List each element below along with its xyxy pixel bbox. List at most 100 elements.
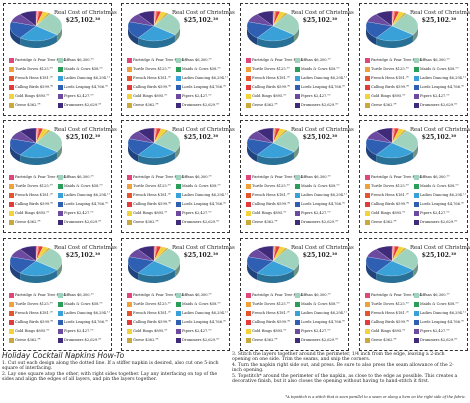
legend-swatch	[176, 301, 181, 307]
legend-swatch	[9, 337, 14, 343]
legend-label: Swans $6,300.⁰⁰	[64, 293, 94, 297]
legend-label: Calling Birds $599.⁹⁶	[371, 320, 410, 324]
legend-label: Calling Birds $599.⁹⁶	[252, 320, 291, 324]
legend-swatch	[176, 292, 181, 298]
legend-item: Turtle Doves $125.⁹⁹	[127, 66, 171, 73]
legend-swatch	[414, 183, 419, 189]
legend-label: Turtle Doves $125.⁹⁹	[252, 302, 290, 306]
legend-swatch	[365, 337, 370, 343]
legend-label: Swans $6,300.⁰⁰	[420, 175, 450, 179]
legend-item: Turtle Doves $125.⁹⁹	[127, 301, 171, 308]
legend-item: French Hens $181.⁵⁰	[127, 75, 171, 82]
legend-item: Calling Birds $599.⁹⁶	[365, 201, 409, 208]
legend-swatch	[295, 183, 300, 189]
pie-slice-swans	[35, 13, 63, 35]
legend-item: Drummers $2,629.⁸⁰	[176, 337, 219, 344]
pie-chart	[127, 127, 181, 165]
legend-item: Swans $6,300.⁰⁰	[58, 292, 94, 299]
legend-item: Swans $6,300.⁰⁰	[414, 174, 450, 181]
pie-side-lords-leaping	[10, 143, 21, 162]
legend-item: Geese $362.⁹⁴	[127, 337, 158, 344]
legend-swatch	[9, 292, 14, 298]
legend-item: Pipers $2,427.⁰⁰	[295, 210, 330, 217]
legend-item: Calling Birds $599.⁹⁶	[246, 319, 290, 326]
legend-swatch	[365, 57, 370, 63]
legend-swatch	[9, 201, 14, 207]
legend-label: Lords Leaping $4,766.⁰⁰	[301, 85, 346, 89]
legend-item: French Hens $181.⁵⁰	[127, 192, 171, 199]
legend-label: Lords Leaping $4,766.⁰⁰	[182, 202, 227, 206]
legend-label: Ladies Dancing $6,294.¹¹	[420, 193, 466, 197]
legend-swatch	[176, 319, 181, 325]
napkin-card-2: Real Cost of Christmas $25,102.³⁰ Partridg…	[121, 3, 235, 116]
legend-swatch	[295, 102, 300, 108]
legend-item: Gold Rings $895.⁰⁰	[365, 93, 405, 100]
legend-label: Calling Birds $599.⁹⁶	[371, 202, 410, 206]
legend-item: Pipers $2,427.⁰⁰	[295, 93, 330, 100]
legend-label: Lords Leaping $4,766.⁰⁰	[420, 85, 465, 89]
legend-label: Swans $6,300.⁰⁰	[301, 293, 331, 297]
legend-label: Gold Rings $895.⁰⁰	[15, 94, 50, 98]
legend-label: Gold Rings $895.⁰⁰	[15, 329, 50, 333]
legend-label: French Hens $181.⁵⁰	[252, 311, 290, 315]
card-total: $25,102.³⁰	[65, 252, 101, 259]
legend-item: Maids & Cows $58.⁰⁰	[58, 66, 102, 73]
legend-item: Ladies Dancing $6,294.¹¹	[295, 192, 347, 199]
legend-swatch	[127, 319, 132, 325]
legend-item: Calling Birds $599.⁹⁶	[246, 84, 290, 91]
legend-item: Calling Birds $599.⁹⁶	[9, 201, 53, 208]
pie-chart	[9, 10, 63, 49]
pie-slice-swans	[153, 248, 181, 270]
legend-swatch	[58, 102, 63, 108]
legend-swatch	[9, 93, 14, 99]
legend-swatch	[365, 319, 370, 325]
legend-item: French Hens $181.⁵⁰	[246, 192, 290, 199]
legend-item: Partridge & Pear Tree $184.⁹⁹	[127, 174, 188, 181]
legend-label: Ladies Dancing $6,294.¹¹	[301, 311, 347, 315]
legend-swatch	[58, 75, 63, 81]
legend-item: French Hens $181.⁵⁰	[365, 192, 409, 199]
pie-side-swans	[294, 261, 299, 277]
legend-item: Partridge & Pear Tree $184.⁹⁹	[9, 292, 70, 299]
legend-label: Ladies Dancing $6,294.¹¹	[420, 311, 466, 315]
pie-slice-swans	[391, 130, 419, 152]
legend-swatch	[414, 84, 419, 90]
legend-label: Lords Leaping $4,766.⁰⁰	[182, 85, 227, 89]
pie-side-lords-leaping	[247, 261, 258, 280]
pie-slice-swans	[272, 13, 300, 35]
legend-item: Turtle Doves $125.⁹⁹	[246, 66, 290, 73]
legend-item: French Hens $181.⁵⁰	[9, 75, 53, 82]
card-total: $25,102.³⁰	[65, 134, 101, 141]
legend-label: French Hens $181.⁵⁰	[15, 311, 53, 315]
legend-swatch	[58, 210, 63, 216]
pie-side-ladies-dancing	[20, 34, 57, 49]
legend-label: Geese $362.⁹⁴	[371, 338, 397, 342]
legend-label: Partridge & Pear Tree $184.⁹⁹	[371, 175, 426, 179]
legend-item: Pipers $2,427.⁰⁰	[414, 328, 449, 335]
legend-label: Calling Birds $599.⁹⁶	[252, 85, 291, 89]
legend-label: Maids & Cows $58.⁰⁰	[182, 67, 221, 71]
legend-swatch	[176, 328, 181, 334]
legend-item: Gold Rings $895.⁰⁰	[9, 93, 49, 100]
legend-label: Partridge & Pear Tree $184.⁹⁹	[15, 58, 70, 62]
pie-slice-swans	[272, 248, 300, 270]
legend-item: Geese $362.⁹⁴	[9, 219, 40, 226]
legend-label: Gold Rings $895.⁰⁰	[371, 211, 406, 215]
card-total: $25,102.³⁰	[302, 252, 338, 259]
pie-side-swans	[175, 261, 180, 277]
legend-label: Lords Leaping $4,766.⁰⁰	[64, 320, 109, 324]
legend-item: Lords Leaping $4,766.⁰⁰	[295, 84, 345, 91]
pie-side-swans	[294, 143, 299, 159]
legend-label: Maids & Cows $58.⁰⁰	[301, 302, 340, 306]
legend-swatch	[127, 219, 132, 225]
legend-swatch	[414, 192, 419, 198]
legend-label: Swans $6,300.⁰⁰	[182, 293, 212, 297]
pie-chart	[127, 245, 181, 283]
pie-slice-swans	[35, 130, 63, 152]
pie-slice-ladies-dancing	[137, 260, 176, 277]
legend-item: Swans $6,300.⁰⁰	[414, 57, 450, 64]
legend-label: Gold Rings $895.⁰⁰	[371, 94, 406, 98]
napkin-card-4: Real Cost of Christmas $25,102.³⁰ Partridg…	[359, 3, 470, 116]
legend-label: Turtle Doves $125.⁹⁹	[133, 302, 171, 306]
legend-item: Maids & Cows $58.⁰⁰	[176, 301, 220, 308]
